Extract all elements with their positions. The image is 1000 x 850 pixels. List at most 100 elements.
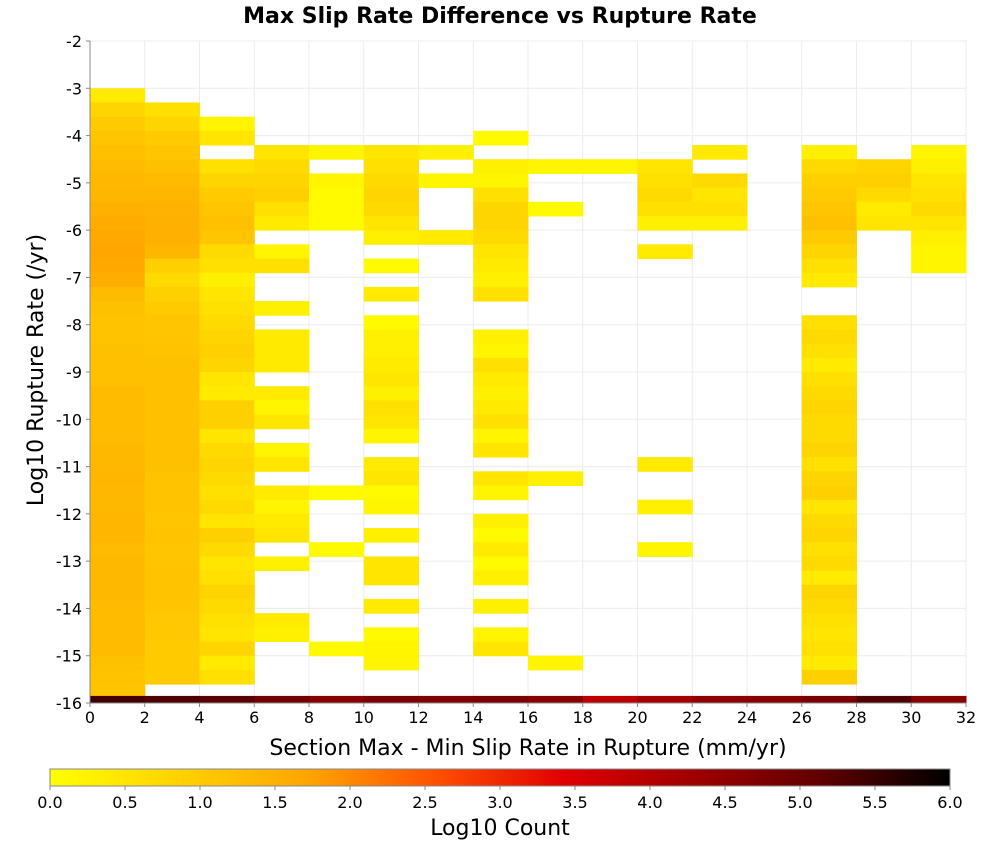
heatmap-cell — [199, 471, 255, 486]
heatmap-cell — [144, 130, 200, 146]
heatmap-cell — [473, 414, 529, 430]
heatmap-cell — [363, 201, 419, 217]
heatmap-cell — [856, 187, 912, 203]
heatmap-cell — [473, 570, 529, 586]
heatmap-cell — [363, 655, 419, 671]
colorbar-tick-label: 1.0 — [187, 793, 212, 812]
heatmap-cell — [144, 627, 200, 643]
x-tick-label: 2 — [140, 708, 150, 727]
heatmap-cell — [637, 244, 693, 260]
heatmap-cell — [90, 187, 146, 203]
heatmap-cell — [144, 499, 200, 515]
heatmap-cell — [90, 88, 146, 103]
heatmap-cell — [199, 428, 255, 444]
heatmap-cell — [309, 215, 365, 231]
y-tick-label: -7 — [66, 268, 82, 287]
heatmap-cell — [801, 315, 857, 330]
y-tick-label: -16 — [56, 694, 82, 713]
heatmap-cell — [90, 301, 146, 316]
heatmap-cell — [528, 471, 584, 486]
heatmap-cell — [363, 173, 419, 189]
heatmap-cell — [254, 159, 310, 174]
heatmap-cell — [90, 145, 146, 160]
heatmap-cell — [473, 641, 529, 657]
heatmap-cell — [144, 244, 200, 260]
x-tick-label: 10 — [354, 708, 374, 727]
heatmap-cell — [90, 471, 146, 486]
heatmap-cell — [363, 428, 419, 444]
heatmap-cell — [144, 485, 200, 501]
heatmap-cell — [90, 695, 146, 703]
heatmap-cell — [801, 499, 857, 515]
heatmap-cell — [199, 386, 255, 401]
heatmap-cell — [90, 372, 146, 387]
heatmap-cell — [801, 400, 857, 416]
heatmap-cell — [199, 655, 255, 671]
heatmap-cell — [801, 159, 857, 174]
x-tick-label: 22 — [682, 708, 702, 727]
heatmap-cell — [637, 695, 693, 703]
heatmap-cell — [254, 613, 310, 628]
x-tick-label: 8 — [304, 708, 314, 727]
heatmap-cell — [473, 400, 529, 416]
heatmap-cell — [144, 584, 200, 600]
heatmap-cell — [856, 695, 912, 703]
heatmap-cell — [199, 215, 255, 231]
heatmap-cell — [473, 258, 529, 274]
heatmap-cell — [144, 329, 200, 345]
heatmap-cell — [911, 244, 967, 260]
heatmap-cell — [144, 187, 200, 203]
heatmap-cell — [363, 485, 419, 501]
heatmap-cell — [90, 102, 146, 118]
heatmap-cell — [90, 570, 146, 586]
colorbar-tick-label: 4.5 — [712, 793, 737, 812]
heatmap-cell — [199, 201, 255, 217]
x-tick-label: 6 — [249, 708, 259, 727]
colorbar-tick-label: 3.5 — [562, 793, 587, 812]
heatmap-cell — [801, 598, 857, 614]
x-tick-label: 12 — [408, 708, 428, 727]
heatmap-cell — [254, 556, 310, 572]
heatmap-cell — [363, 329, 419, 345]
heatmap-cell — [199, 301, 255, 316]
heatmap-cell — [144, 641, 200, 657]
heatmap-cell — [90, 542, 146, 557]
x-tick-label: 16 — [518, 708, 538, 727]
colorbar-tick-label: 1.5 — [262, 793, 287, 812]
heatmap-cell — [144, 286, 200, 302]
heatmap-cell — [582, 695, 638, 703]
heatmap-cell — [199, 130, 255, 146]
heatmap-cell — [199, 457, 255, 472]
heatmap-cell — [363, 357, 419, 373]
x-tick-label: 18 — [573, 708, 593, 727]
heatmap-cell — [473, 528, 529, 543]
heatmap-cell — [254, 414, 310, 430]
y-tick-label: -8 — [66, 316, 82, 335]
heatmap-cell — [801, 428, 857, 444]
heatmap-cell — [363, 400, 419, 416]
heatmap-cell — [199, 258, 255, 274]
heatmap-cell — [254, 695, 310, 703]
heatmap-cell — [801, 201, 857, 217]
heatmap-cell — [801, 357, 857, 373]
heatmap-cell — [90, 684, 146, 699]
heatmap-cell — [911, 159, 967, 174]
heatmap-cell — [801, 145, 857, 160]
y-tick-label: -6 — [66, 221, 82, 240]
heatmap-cell — [90, 272, 146, 288]
heatmap-cell — [254, 499, 310, 515]
heatmap-cell — [801, 173, 857, 189]
heatmap-cell — [418, 173, 474, 189]
y-tick-label: -2 — [66, 32, 82, 51]
heatmap-cell — [254, 244, 310, 260]
heatmap-cell — [363, 187, 419, 203]
heatmap-cell — [144, 414, 200, 430]
heatmap-cell — [911, 695, 967, 703]
heatmap-cell — [801, 655, 857, 671]
heatmap-cell — [144, 201, 200, 217]
heatmap-cell — [856, 201, 912, 217]
colorbar-tick-label: 6.0 — [937, 793, 962, 812]
heatmap-cell — [363, 528, 419, 543]
heatmap-cell — [856, 173, 912, 189]
